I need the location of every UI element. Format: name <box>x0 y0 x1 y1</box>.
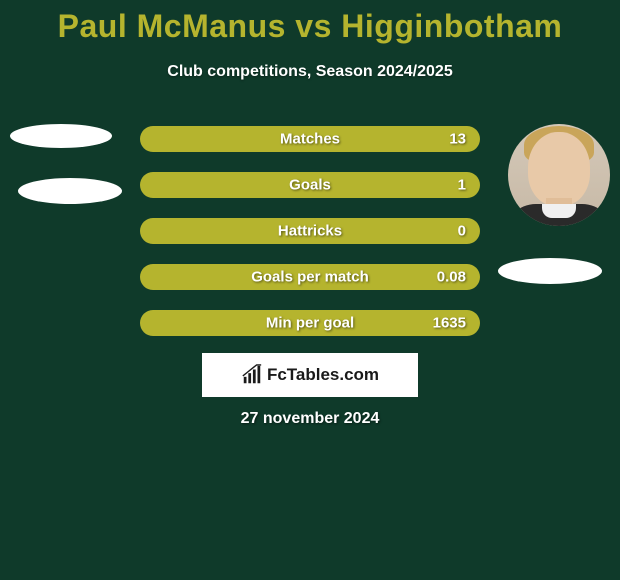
page-title: Paul McManus vs Higginbotham <box>0 0 620 45</box>
stat-row: Hattricks 0 <box>140 218 480 244</box>
stat-label: Hattricks <box>278 223 342 240</box>
stat-value-right: 1 <box>458 177 466 194</box>
portrait-placeholder-icon <box>508 124 610 226</box>
brand-text: FcTables.com <box>267 365 379 385</box>
player-left-club-badge <box>18 178 122 204</box>
stat-value-right: 0 <box>458 223 466 240</box>
stat-label: Goals <box>289 177 331 194</box>
stats-table: Matches 13 Goals 1 Hattricks 0 Goals per… <box>140 126 480 356</box>
stat-label: Goals per match <box>251 269 369 286</box>
stat-label: Min per goal <box>266 315 354 332</box>
stat-label: Matches <box>280 131 340 148</box>
brand-badge: FcTables.com <box>202 353 418 397</box>
bar-chart-icon <box>241 364 263 386</box>
stat-value-right: 1635 <box>433 315 466 332</box>
stat-row: Goals 1 <box>140 172 480 198</box>
stat-value-right: 13 <box>449 131 466 148</box>
subtitle: Club competitions, Season 2024/2025 <box>0 63 620 81</box>
stat-row: Goals per match 0.08 <box>140 264 480 290</box>
stat-row: Min per goal 1635 <box>140 310 480 336</box>
player-right-club-badge <box>498 258 602 284</box>
stat-row: Matches 13 <box>140 126 480 152</box>
player-left-avatar <box>10 124 112 226</box>
avatar-circle <box>508 124 610 226</box>
avatar-placeholder-icon <box>10 124 112 148</box>
comparison-card: Paul McManus vs Higginbotham Club compet… <box>0 0 620 580</box>
date-label: 27 november 2024 <box>241 410 380 428</box>
stat-value-right: 0.08 <box>437 269 466 286</box>
player-right-avatar <box>508 124 610 226</box>
